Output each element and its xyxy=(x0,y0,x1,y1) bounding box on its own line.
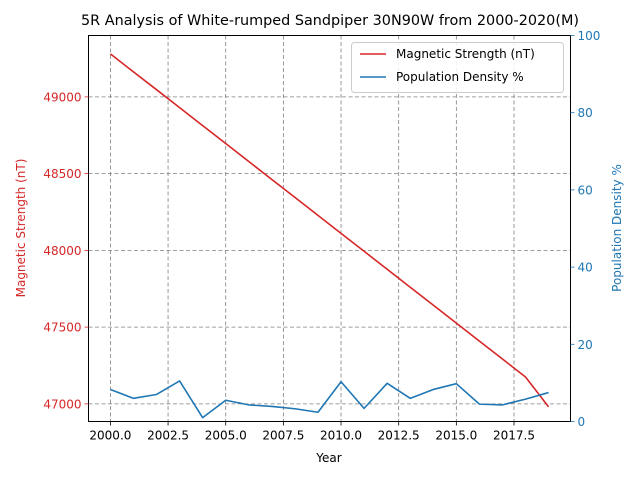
y-left-tick-label: 48000 xyxy=(43,244,81,258)
population-density-line xyxy=(110,380,549,419)
y-right-tick-label: 100 xyxy=(578,29,601,43)
legend-box xyxy=(351,42,564,93)
y-right-tick-label: 0 xyxy=(578,415,586,429)
chart-title: 5R Analysis of White-rumped Sandpiper 30… xyxy=(81,13,579,29)
x-tick-label: 2017.5 xyxy=(493,429,535,443)
y-axis-left: 47000 47500 48000 48500 49000 xyxy=(43,90,89,411)
plot-frame xyxy=(88,35,571,422)
y-right-tick-label: 80 xyxy=(578,106,593,120)
magnetic-strength-line xyxy=(109,53,550,408)
y-axis-right: 0 20 40 60 80 100 xyxy=(570,29,601,429)
x-tick-label: 2010.0 xyxy=(320,429,362,443)
legend-label-magnetic: Magnetic Strength (nT) xyxy=(396,47,535,61)
x-axis-label: Year xyxy=(315,451,341,465)
y-right-tick-label: 60 xyxy=(578,183,593,197)
legend-label-population: Population Density % xyxy=(396,70,524,84)
x-axis: 2000.0 2002.5 2005.0 2007.5 2010.0 2012.5 2015… xyxy=(89,421,535,443)
grid-lines xyxy=(88,35,571,422)
y-left-tick-label: 48500 xyxy=(43,167,81,181)
x-tick-label: 2007.5 xyxy=(262,429,304,443)
y-left-tick-label: 49000 xyxy=(43,90,81,104)
y-left-tick-label: 47500 xyxy=(43,321,81,335)
x-tick-label: 2012.5 xyxy=(378,429,420,443)
series-layer xyxy=(109,53,550,419)
y-right-tick-label: 40 xyxy=(578,261,593,275)
y-axis-left-label: Magnetic Strength (nT) xyxy=(14,159,28,298)
x-tick-label: 2002.5 xyxy=(147,429,189,443)
y-right-tick-label: 20 xyxy=(578,338,593,352)
y-left-tick-label: 47000 xyxy=(43,397,81,411)
x-tick-label: 2005.0 xyxy=(205,429,247,443)
legend: Magnetic Strength (nT) Population Densit… xyxy=(351,42,564,93)
x-tick-label: 2015.0 xyxy=(435,429,477,443)
x-tick-label: 2000.0 xyxy=(89,429,131,443)
y-axis-right-label: Population Density % xyxy=(610,164,624,292)
